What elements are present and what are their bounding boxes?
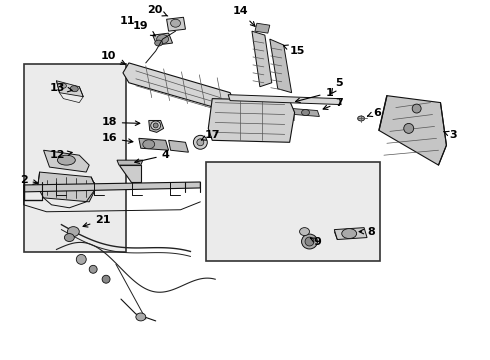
Ellipse shape bbox=[153, 123, 158, 128]
Bar bbox=[206, 162, 380, 261]
Ellipse shape bbox=[151, 121, 161, 130]
Text: 3: 3 bbox=[444, 130, 457, 140]
Polygon shape bbox=[167, 17, 185, 31]
Text: 12: 12 bbox=[49, 150, 72, 160]
Ellipse shape bbox=[301, 109, 310, 116]
Text: 9: 9 bbox=[310, 237, 321, 247]
Polygon shape bbox=[212, 109, 294, 121]
Polygon shape bbox=[293, 109, 319, 117]
Ellipse shape bbox=[64, 234, 74, 242]
Text: 8: 8 bbox=[359, 226, 375, 237]
Polygon shape bbox=[117, 160, 143, 165]
Text: 6: 6 bbox=[368, 108, 381, 117]
Ellipse shape bbox=[76, 255, 86, 264]
Polygon shape bbox=[123, 63, 234, 113]
Text: 21: 21 bbox=[83, 215, 111, 227]
Text: 14: 14 bbox=[232, 6, 255, 26]
Polygon shape bbox=[119, 165, 141, 182]
Polygon shape bbox=[252, 31, 272, 87]
Text: 18: 18 bbox=[101, 117, 140, 127]
Ellipse shape bbox=[299, 228, 310, 235]
Text: 11: 11 bbox=[120, 16, 136, 26]
Ellipse shape bbox=[143, 140, 155, 149]
Ellipse shape bbox=[404, 123, 414, 133]
Ellipse shape bbox=[89, 265, 97, 273]
Ellipse shape bbox=[68, 227, 79, 237]
Text: 2: 2 bbox=[20, 175, 38, 185]
Ellipse shape bbox=[57, 155, 75, 165]
Ellipse shape bbox=[60, 83, 66, 88]
Polygon shape bbox=[208, 99, 294, 142]
Text: 1: 1 bbox=[295, 88, 333, 103]
Ellipse shape bbox=[305, 237, 314, 246]
Text: 13: 13 bbox=[50, 83, 72, 93]
Text: 5: 5 bbox=[332, 78, 343, 94]
Ellipse shape bbox=[342, 229, 357, 239]
Text: 10: 10 bbox=[100, 51, 125, 64]
Ellipse shape bbox=[155, 40, 163, 46]
Polygon shape bbox=[255, 23, 270, 33]
Ellipse shape bbox=[412, 104, 421, 113]
Polygon shape bbox=[153, 33, 172, 45]
Ellipse shape bbox=[102, 275, 110, 283]
Text: 17: 17 bbox=[201, 130, 220, 140]
Ellipse shape bbox=[194, 135, 207, 149]
Bar bbox=[24, 64, 126, 252]
Polygon shape bbox=[270, 39, 292, 93]
Text: 7: 7 bbox=[323, 98, 343, 109]
Polygon shape bbox=[44, 150, 89, 172]
Polygon shape bbox=[228, 95, 341, 105]
Polygon shape bbox=[149, 121, 164, 132]
Polygon shape bbox=[24, 182, 200, 192]
Polygon shape bbox=[334, 228, 367, 239]
Ellipse shape bbox=[71, 86, 78, 92]
Text: 16: 16 bbox=[101, 133, 133, 143]
Text: 19: 19 bbox=[133, 21, 155, 36]
Polygon shape bbox=[169, 140, 189, 152]
Polygon shape bbox=[56, 81, 83, 96]
Text: 15: 15 bbox=[284, 45, 305, 56]
Ellipse shape bbox=[157, 35, 169, 44]
Ellipse shape bbox=[171, 19, 180, 27]
Polygon shape bbox=[379, 96, 446, 165]
Text: 20: 20 bbox=[147, 5, 168, 16]
Text: 4: 4 bbox=[135, 150, 170, 163]
Ellipse shape bbox=[358, 116, 365, 121]
Ellipse shape bbox=[197, 139, 204, 146]
Ellipse shape bbox=[136, 313, 146, 321]
Polygon shape bbox=[139, 138, 169, 150]
Ellipse shape bbox=[301, 234, 318, 249]
Polygon shape bbox=[38, 172, 96, 202]
